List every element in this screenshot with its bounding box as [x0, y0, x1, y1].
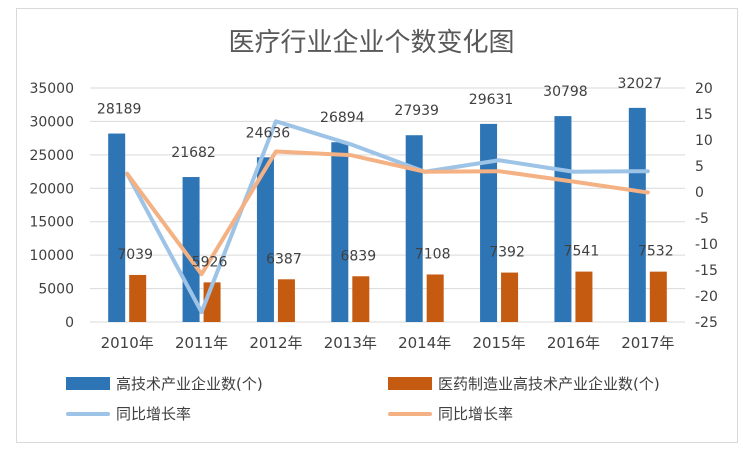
data-label-series2: 7392: [489, 245, 525, 261]
data-label-series2: 7108: [415, 246, 451, 262]
right-axis-tick-label: 15: [695, 107, 713, 123]
bar-series1: [405, 135, 423, 322]
right-axis-tick-label: 10: [695, 133, 713, 149]
chart-title: 医疗行业企业个数变化图: [228, 28, 515, 58]
x-axis-tick-label: 2010年: [101, 334, 154, 352]
bar-series2: [129, 274, 147, 322]
x-axis-tick-label: 2016年: [547, 334, 600, 352]
bar-series1: [628, 107, 646, 323]
chart-frame: [16, 8, 738, 443]
x-axis-tick-label: 2014年: [398, 334, 451, 352]
x-axis-tick-label: 2012年: [249, 334, 302, 352]
left-axis-tick-label: 10000: [29, 248, 74, 264]
data-label-series2: 7532: [638, 244, 674, 260]
bar-series1: [331, 142, 349, 322]
data-label-series1: 29631: [469, 92, 514, 108]
bar-series2: [649, 271, 667, 322]
bar-series1: [554, 116, 572, 322]
right-axis-tick-label: 0: [695, 185, 704, 201]
right-axis-tick-label: 20: [695, 81, 713, 97]
line-series3: [125, 119, 650, 315]
data-label-series2: 7541: [564, 244, 600, 260]
data-label-series1: 21682: [171, 145, 216, 161]
left-axis-tick-label: 25000: [29, 148, 74, 164]
x-axis-tick-label: 2011年: [175, 334, 228, 352]
bar-series1: [108, 133, 126, 322]
right-axis-tick-label: -5: [695, 211, 709, 227]
right-axis-tick-label: -15: [695, 263, 718, 279]
bar-series1: [480, 123, 498, 322]
left-axis-tick-label: 15000: [29, 215, 74, 231]
data-label-series1: 26894: [320, 110, 365, 126]
left-axis-tick-label: 5000: [38, 282, 74, 298]
data-label-series1: 28189: [97, 102, 142, 118]
bar-series2: [575, 271, 593, 322]
data-label-series2: 6387: [266, 251, 302, 267]
data-label-series2: 7039: [117, 247, 153, 263]
right-axis-tick-label: 5: [695, 159, 704, 175]
x-axis-tick-label: 2013年: [324, 334, 377, 352]
data-label-series2: 5926: [192, 254, 228, 270]
bar-series2: [426, 274, 444, 322]
left-axis-tick-label: 30000: [29, 114, 74, 130]
right-axis-tick-label: -20: [695, 289, 718, 305]
bar-series2: [277, 279, 295, 322]
right-axis-tick-label: -25: [695, 315, 718, 331]
data-label-series1: 30798: [543, 84, 588, 100]
left-axis-tick-label: 20000: [29, 181, 74, 197]
right-axis-tick-label: -10: [695, 237, 718, 253]
left-axis-tick-label: 35000: [29, 81, 74, 97]
data-label-series1: 27939: [394, 103, 439, 119]
x-axis-tick-label: 2015年: [472, 334, 525, 352]
line-series4: [125, 149, 650, 277]
bar-series1: [256, 157, 274, 322]
data-label-series1: 24636: [246, 125, 291, 141]
x-axis-tick-label: 2017年: [621, 334, 674, 352]
left-axis-tick-label: 0: [65, 315, 74, 331]
bar-series2: [352, 276, 370, 322]
data-label-series1: 32027: [618, 76, 663, 92]
data-label-series2: 6839: [340, 248, 376, 264]
bar-series2: [501, 272, 519, 322]
